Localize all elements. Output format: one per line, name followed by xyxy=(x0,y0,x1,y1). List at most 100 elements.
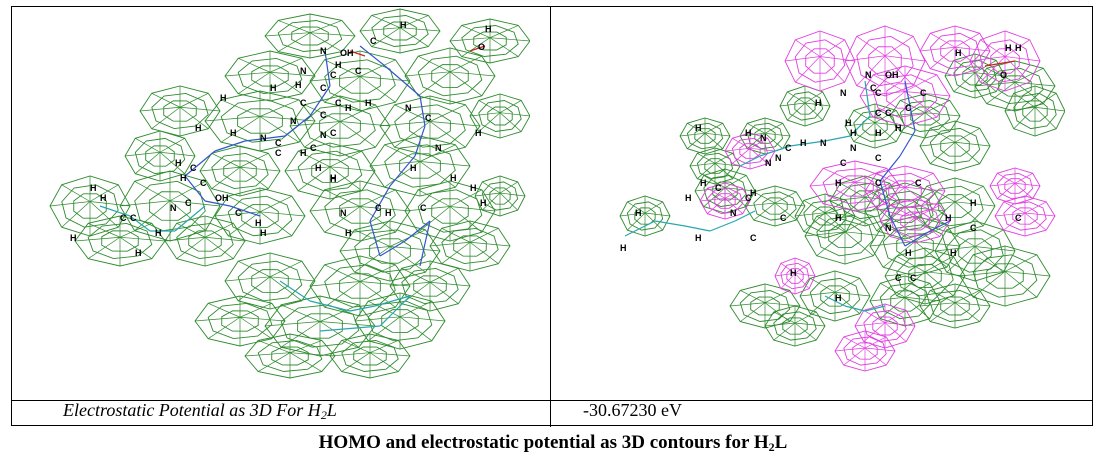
atom-label: H xyxy=(175,158,182,168)
atom-label: C xyxy=(130,213,137,223)
bond xyxy=(734,210,756,222)
magenta-contour xyxy=(994,195,1056,237)
atom-label: H xyxy=(835,178,842,188)
bond xyxy=(349,305,376,312)
bond xyxy=(404,220,431,242)
green-contour xyxy=(889,93,961,139)
bond xyxy=(359,45,386,67)
atom-label: H xyxy=(850,128,857,138)
atom-label: N xyxy=(765,158,772,168)
atom-label: N xyxy=(320,46,327,56)
atom-label: H xyxy=(155,228,162,238)
atom-label: C xyxy=(185,198,192,208)
atom-label: C xyxy=(840,158,847,168)
atom-label: N xyxy=(170,203,177,213)
magenta-contour xyxy=(724,132,776,170)
green-contour xyxy=(329,333,411,379)
bond xyxy=(879,180,891,217)
bond xyxy=(419,95,426,127)
bond xyxy=(379,240,406,257)
green-mesh-contours xyxy=(49,8,530,379)
green-contour xyxy=(49,175,131,237)
bond xyxy=(384,65,421,97)
atom-label: C xyxy=(320,83,327,93)
atom-label: H xyxy=(945,213,952,223)
bond xyxy=(414,125,426,157)
atom-label: N xyxy=(300,66,307,76)
bond xyxy=(904,230,931,247)
atom-label: H xyxy=(135,248,142,258)
atom-label: OH xyxy=(885,70,899,80)
green-contour xyxy=(919,283,991,329)
table-column-divider xyxy=(550,7,551,427)
atom-label: C xyxy=(745,193,752,203)
bond xyxy=(204,200,231,207)
atom-label: C xyxy=(885,108,892,118)
green-contour xyxy=(339,220,441,282)
atom-label: C xyxy=(330,128,337,138)
atom-label: N xyxy=(760,133,767,143)
green-contour xyxy=(309,180,411,242)
magenta-contour xyxy=(834,330,896,372)
bond xyxy=(864,305,886,312)
atom-label: H xyxy=(195,123,202,133)
atom-label: H xyxy=(475,128,482,138)
bond xyxy=(214,140,246,152)
atom-label: C xyxy=(910,273,917,283)
green-contour xyxy=(379,95,481,157)
atom-label: C xyxy=(330,70,337,80)
molecule-bonds xyxy=(624,60,1016,312)
atom-label: H xyxy=(270,83,277,93)
bond xyxy=(984,60,1016,67)
magenta-contour xyxy=(864,165,946,217)
atom-label: H xyxy=(635,208,642,218)
green-contour xyxy=(919,120,991,172)
magenta-contour xyxy=(919,25,991,77)
atom-label: H xyxy=(100,193,107,203)
atom-label: N xyxy=(885,223,892,233)
atom-label: C xyxy=(750,233,757,243)
atom-label: N xyxy=(260,133,267,143)
bond xyxy=(369,185,391,222)
green-contour xyxy=(139,85,221,137)
atom-label: H xyxy=(745,128,752,138)
atom-label: H xyxy=(695,233,702,243)
molecule-bonds xyxy=(99,45,486,332)
homo-energy-value: -30.67230 eV xyxy=(583,400,682,420)
atom-label: H xyxy=(905,248,912,258)
atom-label: H xyxy=(365,98,372,108)
atom-label: H xyxy=(800,138,807,148)
atom-label: C xyxy=(715,183,722,193)
magenta-contour xyxy=(774,257,816,295)
bond xyxy=(324,50,331,87)
green-contour xyxy=(354,292,446,350)
bond xyxy=(349,50,366,57)
atom-label: H xyxy=(815,98,822,108)
atom-label: H xyxy=(685,193,692,203)
bond xyxy=(789,140,826,147)
bond xyxy=(929,220,951,232)
green-contour xyxy=(744,185,806,227)
green-contour xyxy=(764,305,826,347)
bond xyxy=(824,295,846,307)
atom-label: C xyxy=(1015,213,1022,223)
atom-label: H xyxy=(330,173,337,183)
magenta-contour xyxy=(854,303,916,349)
green-contour xyxy=(404,180,496,242)
atom-label: C xyxy=(200,178,207,188)
atom-label: N xyxy=(865,70,872,80)
green-contour xyxy=(449,18,530,64)
bond xyxy=(824,135,851,142)
atom-label: C xyxy=(875,88,882,98)
bond xyxy=(369,220,381,257)
atom-label: C xyxy=(310,143,317,153)
atom-label: H xyxy=(895,123,902,133)
atom-label: H xyxy=(875,128,882,138)
green-contour xyxy=(1004,85,1065,137)
atom-label: H xyxy=(955,48,962,58)
green-contour xyxy=(369,135,471,197)
atom-label: H xyxy=(970,198,977,208)
bond xyxy=(174,205,206,232)
table-row-divider xyxy=(12,400,1092,401)
